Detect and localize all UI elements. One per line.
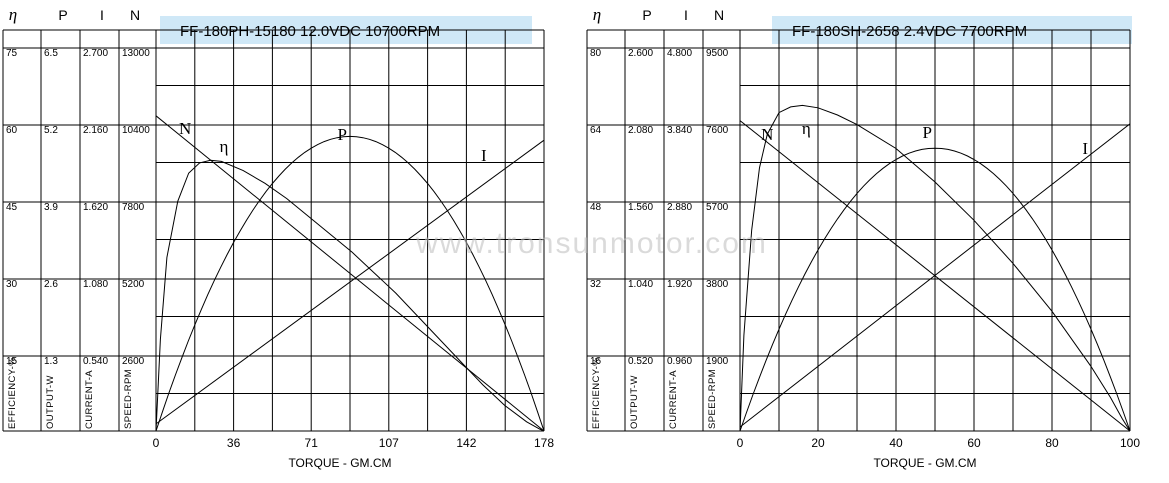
axis-tick-label: 13000 xyxy=(122,48,150,59)
axis-tick-label: 7800 xyxy=(122,202,145,213)
series-curve-eta xyxy=(739,104,1131,432)
axis-tick-label: 0.520 xyxy=(628,356,653,367)
axis-tick-label: 1.3 xyxy=(44,356,58,367)
axis-tick-label: 2.6 xyxy=(44,279,58,290)
axis-tick-label: 1.080 xyxy=(83,279,108,290)
axis-tick-label: 32 xyxy=(590,279,602,290)
axis-tick-label: 6.5 xyxy=(44,48,58,59)
series-curve-eta xyxy=(155,159,545,432)
axis-tick-label: 80 xyxy=(590,48,602,59)
curve-label-p: P xyxy=(922,123,931,142)
x-tick-label: 20 xyxy=(811,436,825,450)
x-tick-label: 107 xyxy=(379,436,399,450)
series-curve-p xyxy=(739,147,1131,432)
axis-tick-label: 5700 xyxy=(706,202,729,213)
axis-tick-label: 2.160 xyxy=(83,125,108,136)
axis-tick-label: 60 xyxy=(6,125,18,136)
header-p: P xyxy=(58,7,67,23)
axis-unit-label: OUTPUT-W xyxy=(45,375,56,429)
x-tick-label: 40 xyxy=(889,436,903,450)
x-tick-label: 71 xyxy=(305,436,319,450)
axis-tick-label: 9500 xyxy=(706,48,729,59)
curve-label-i: I xyxy=(481,146,487,165)
axis-tick-label: 10400 xyxy=(122,125,150,136)
curve-label-i: I xyxy=(1082,139,1088,158)
header-p: P xyxy=(642,7,651,23)
x-tick-label: 0 xyxy=(737,436,744,450)
axis-tick-label: 3.840 xyxy=(667,125,692,136)
x-tick-label: 80 xyxy=(1045,436,1059,450)
axis-tick-label: 2.080 xyxy=(628,125,653,136)
motor-chart-ff180ph: FF-180PH-15180 12.0VDC 10700RPM η P I N 75 60 4… xyxy=(2,5,554,470)
curve-label-n: N xyxy=(179,119,191,138)
axis-tick-label: 48 xyxy=(590,202,602,213)
axis-tick-label: 2.600 xyxy=(628,48,653,59)
axis-tick-label: 15 xyxy=(6,356,18,367)
axis-tick-label: 1.920 xyxy=(667,279,692,290)
x-tick-label: 36 xyxy=(227,436,241,450)
axis-tick-label: 1.560 xyxy=(628,202,653,213)
chart-title: FF-180SH-2658 2.4VDC 7700RPM xyxy=(792,23,1027,40)
header-i: I xyxy=(100,7,104,23)
axis-tick-label: 2.880 xyxy=(667,202,692,213)
axis-tick-label: 1900 xyxy=(706,356,729,367)
axis-tick-label: 30 xyxy=(6,279,18,290)
header-n: N xyxy=(714,7,724,23)
axis-tick-label: 75 xyxy=(6,48,18,59)
axis-unit-label: EFFICIENCY-% xyxy=(7,357,18,429)
x-axis-label: TORQUE - GM.CM xyxy=(873,456,976,470)
axis-tick-label: 45 xyxy=(6,202,18,213)
watermark: www.tronsunmotor.com xyxy=(415,227,768,260)
axis-unit-label: EFFICIENCY-% xyxy=(591,357,602,429)
axis-tick-label: 1.620 xyxy=(83,202,108,213)
axis-tick-label: 64 xyxy=(590,125,602,136)
axis-tick-label: 5.2 xyxy=(44,125,58,136)
axis-unit-label: SPEED-RPM xyxy=(123,369,134,429)
curve-label-p: P xyxy=(338,125,347,144)
axis-tick-label: 2600 xyxy=(122,356,145,367)
axis-tick-label: 16 xyxy=(590,356,602,367)
axis-tick-label: 0.960 xyxy=(667,356,692,367)
curve-label-eta: η xyxy=(802,119,811,138)
header-i: I xyxy=(684,7,688,23)
curve-label-n: N xyxy=(761,125,773,144)
chart-title: FF-180PH-15180 12.0VDC 10700RPM xyxy=(180,23,440,40)
motor-chart-ff180sh: FF-180SH-2658 2.4VDC 7700RPM η P I N 80 64 48 32… xyxy=(586,5,1140,470)
axis-tick-label: 0.540 xyxy=(83,356,108,367)
header-eta: η xyxy=(593,5,601,24)
axis-tick-label: 1.040 xyxy=(628,279,653,290)
curve-label-eta: η xyxy=(219,137,228,156)
series-curve-i xyxy=(739,123,1131,428)
x-tick-label: 142 xyxy=(456,436,476,450)
header-n: N xyxy=(130,7,140,23)
series-curve-n xyxy=(155,115,545,432)
axis-tick-label: 3.9 xyxy=(44,202,58,213)
x-tick-label: 100 xyxy=(1120,436,1140,450)
axis-tick-label: 3800 xyxy=(706,279,729,290)
x-tick-label: 178 xyxy=(534,436,554,450)
axis-tick-label: 5200 xyxy=(122,279,145,290)
axis-unit-label: CURRENT-A xyxy=(84,370,95,429)
x-tick-label: 0 xyxy=(153,436,160,450)
x-axis-label: TORQUE - GM.CM xyxy=(288,456,391,470)
axis-unit-label: OUTPUT-W xyxy=(629,375,640,429)
axis-unit-label: CURRENT-A xyxy=(668,370,679,429)
series-curve-p xyxy=(155,135,545,432)
header-eta: η xyxy=(9,5,17,24)
axis-tick-label: 4.800 xyxy=(667,48,692,59)
axis-tick-label: 2.700 xyxy=(83,48,108,59)
series-curve-i xyxy=(155,139,545,425)
axis-unit-label: SPEED-RPM xyxy=(707,369,718,429)
axis-tick-label: 7600 xyxy=(706,125,729,136)
x-tick-label: 60 xyxy=(967,436,981,450)
